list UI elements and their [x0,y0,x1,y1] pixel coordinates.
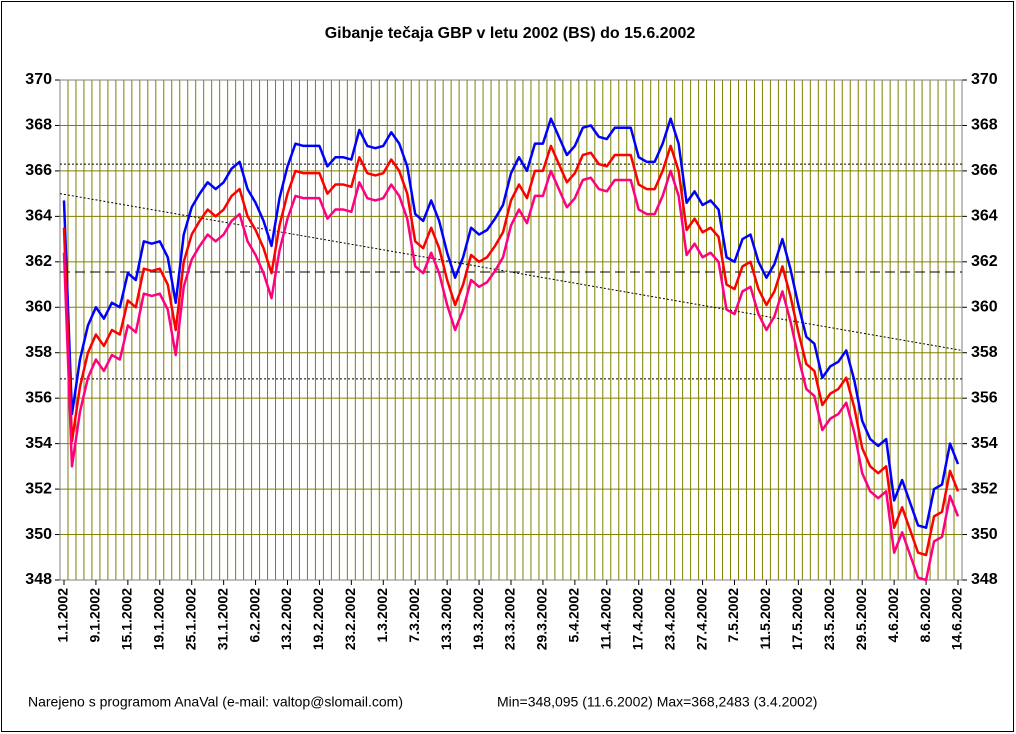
x-tick-label: 1.3.2002 [374,588,390,643]
x-tick-label: 17.5.2002 [789,588,805,650]
x-tick-label: 5.4.2002 [566,588,582,643]
x-tick-label: 14.6.2002 [949,588,965,650]
y-tick-label: 368 [25,117,52,134]
x-tick-label: 13.2.2002 [278,588,294,650]
x-tick-label: 11.5.2002 [757,588,773,650]
y-tick-label: 358 [25,344,52,361]
y-tick-label: 350 [25,526,52,543]
x-tick-label: 4.6.2002 [885,588,901,643]
x-tick-label: 27.4.2002 [693,588,709,650]
x-tick-label: 6.2.2002 [246,588,262,643]
y-tick-label: 348 [25,571,52,588]
x-tick-label: 17.4.2002 [629,588,645,650]
plot-area [60,80,962,580]
y2-tick-label: 348 [971,571,998,588]
y-tick-label: 364 [25,208,52,225]
x-tick-label: 23.5.2002 [821,588,837,650]
footer-note: Narejeno s programom AnaVal (e-mail: val… [28,694,403,710]
y2-tick-label: 352 [971,480,998,497]
x-tick-label: 15.1.2002 [119,588,135,650]
y2-tick-label: 358 [971,344,998,361]
footer-stats: Min=348,095 (11.6.2002) Max=368,2483 (3.… [497,694,817,710]
x-tick-label: 23.3.2002 [502,588,518,650]
x-tick-label: 19.1.2002 [150,588,166,650]
y-tick-label: 370 [25,71,52,88]
y2-tick-label: 364 [971,208,998,225]
y2-tick-label: 368 [971,117,998,134]
series-line [62,117,960,529]
series-line [62,144,960,557]
x-tick-label: 25.1.2002 [182,588,198,650]
y2-tick-label: 366 [971,162,998,179]
y-tick-label: 360 [25,298,52,315]
x-tick-label: 29.3.2002 [534,588,550,650]
y2-tick-label: 354 [971,435,998,452]
y2-tick-label: 370 [971,71,998,88]
chart-title: Gibanje tečaja GBP v letu 2002 (BS) do 1… [325,25,696,42]
x-tick-label: 23.2.2002 [342,588,358,650]
y2-tick-label: 360 [971,298,998,315]
x-tick-label: 13.3.2002 [438,588,454,650]
x-tick-label: 29.5.2002 [853,588,869,650]
x-tick-label: 7.5.2002 [725,588,741,643]
x-tick-label: 19.3.2002 [470,588,486,650]
y-tick-label: 362 [25,253,52,270]
y-tick-label: 352 [25,480,52,497]
x-tick-label: 11.4.2002 [597,588,613,650]
x-tick-label: 19.2.2002 [310,588,326,650]
x-tick-label: 8.6.2002 [917,588,933,643]
x-tick-label: 23.4.2002 [661,588,677,650]
trend-line [59,193,963,351]
x-tick-label: 9.1.2002 [87,588,103,643]
x-tick-label: 1.1.2002 [55,588,71,643]
y-tick-label: 354 [25,435,52,452]
y-tick-label: 366 [25,162,52,179]
x-tick-label: 7.3.2002 [406,588,422,643]
x-tick-label: 31.1.2002 [214,588,230,650]
y-tick-label: 356 [25,389,52,406]
y2-tick-label: 362 [971,253,998,270]
series-line [62,169,960,582]
y2-tick-label: 350 [971,526,998,543]
y2-tick-label: 356 [971,389,998,406]
